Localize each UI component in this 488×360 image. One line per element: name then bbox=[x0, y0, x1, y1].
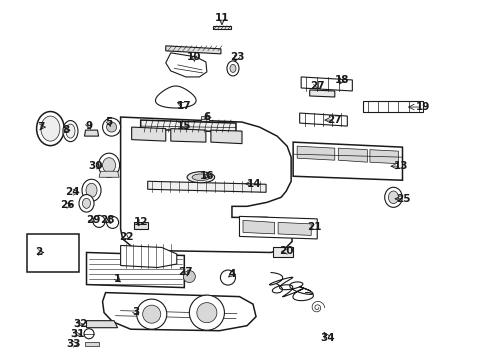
Text: 9: 9 bbox=[85, 121, 92, 131]
Polygon shape bbox=[243, 220, 274, 234]
Text: 21: 21 bbox=[307, 222, 321, 233]
Polygon shape bbox=[272, 247, 292, 257]
Ellipse shape bbox=[226, 61, 239, 76]
Ellipse shape bbox=[82, 198, 90, 208]
Text: 6: 6 bbox=[203, 112, 210, 122]
Polygon shape bbox=[131, 127, 165, 141]
Text: 28: 28 bbox=[100, 215, 115, 225]
Ellipse shape bbox=[82, 179, 101, 201]
Polygon shape bbox=[165, 53, 206, 77]
Text: 33: 33 bbox=[66, 339, 81, 349]
Text: 13: 13 bbox=[393, 161, 408, 171]
Polygon shape bbox=[170, 129, 205, 142]
Ellipse shape bbox=[86, 183, 97, 197]
Polygon shape bbox=[278, 222, 310, 235]
Polygon shape bbox=[121, 117, 291, 252]
Polygon shape bbox=[155, 86, 196, 108]
Text: 24: 24 bbox=[65, 187, 80, 197]
Text: 19: 19 bbox=[414, 102, 429, 112]
Polygon shape bbox=[363, 101, 422, 112]
Ellipse shape bbox=[387, 191, 398, 203]
Text: 17: 17 bbox=[177, 101, 191, 111]
Circle shape bbox=[142, 305, 161, 323]
Ellipse shape bbox=[102, 158, 115, 173]
Ellipse shape bbox=[37, 112, 64, 146]
Polygon shape bbox=[301, 77, 352, 91]
Ellipse shape bbox=[229, 64, 236, 72]
Text: 3: 3 bbox=[132, 307, 139, 317]
Text: 30: 30 bbox=[88, 161, 102, 171]
Polygon shape bbox=[297, 146, 334, 160]
Polygon shape bbox=[84, 342, 99, 346]
Ellipse shape bbox=[66, 124, 75, 138]
Ellipse shape bbox=[187, 172, 214, 183]
Text: 18: 18 bbox=[334, 75, 349, 85]
Circle shape bbox=[106, 216, 119, 228]
Circle shape bbox=[197, 303, 217, 323]
Polygon shape bbox=[99, 171, 119, 177]
Text: 29: 29 bbox=[86, 215, 100, 225]
Circle shape bbox=[93, 215, 105, 228]
Polygon shape bbox=[239, 216, 317, 239]
Text: 32: 32 bbox=[73, 319, 87, 329]
Text: 10: 10 bbox=[187, 52, 201, 62]
Text: 23: 23 bbox=[229, 52, 244, 62]
Text: 20: 20 bbox=[278, 247, 293, 256]
Polygon shape bbox=[201, 116, 209, 121]
Polygon shape bbox=[147, 181, 265, 192]
Circle shape bbox=[220, 270, 235, 285]
Polygon shape bbox=[134, 222, 147, 229]
Polygon shape bbox=[210, 130, 242, 144]
Circle shape bbox=[183, 270, 195, 283]
Ellipse shape bbox=[79, 194, 94, 212]
Polygon shape bbox=[369, 150, 398, 164]
Polygon shape bbox=[165, 46, 221, 54]
Polygon shape bbox=[212, 26, 230, 29]
Polygon shape bbox=[121, 246, 177, 267]
Polygon shape bbox=[102, 293, 256, 331]
Polygon shape bbox=[299, 113, 346, 126]
Polygon shape bbox=[338, 148, 366, 162]
Text: 27: 27 bbox=[309, 81, 324, 91]
Circle shape bbox=[136, 299, 166, 329]
Text: 34: 34 bbox=[319, 333, 334, 343]
Text: 2: 2 bbox=[35, 247, 42, 257]
Text: 26: 26 bbox=[60, 200, 75, 210]
Text: 22: 22 bbox=[119, 233, 134, 242]
Polygon shape bbox=[141, 120, 236, 132]
Polygon shape bbox=[105, 127, 119, 134]
Polygon shape bbox=[86, 321, 118, 328]
Circle shape bbox=[189, 295, 224, 330]
Polygon shape bbox=[84, 130, 99, 136]
Text: 25: 25 bbox=[395, 194, 410, 204]
Text: 7: 7 bbox=[38, 122, 45, 132]
Ellipse shape bbox=[99, 153, 120, 177]
Text: 12: 12 bbox=[133, 217, 148, 228]
Polygon shape bbox=[86, 252, 184, 288]
Polygon shape bbox=[27, 234, 79, 271]
Text: 27: 27 bbox=[178, 266, 193, 276]
Ellipse shape bbox=[41, 116, 60, 141]
Text: 14: 14 bbox=[247, 179, 261, 189]
Ellipse shape bbox=[192, 174, 209, 180]
Text: 31: 31 bbox=[70, 329, 84, 339]
Circle shape bbox=[102, 118, 121, 136]
Text: 5: 5 bbox=[105, 117, 112, 127]
Text: 1: 1 bbox=[114, 274, 121, 284]
Text: 4: 4 bbox=[228, 269, 235, 279]
Polygon shape bbox=[309, 90, 334, 97]
Text: 15: 15 bbox=[177, 121, 191, 131]
Circle shape bbox=[106, 122, 116, 132]
Polygon shape bbox=[292, 142, 402, 180]
Text: 11: 11 bbox=[214, 13, 229, 23]
Text: 27: 27 bbox=[327, 115, 342, 125]
Ellipse shape bbox=[384, 187, 402, 207]
Text: 16: 16 bbox=[199, 171, 214, 181]
Circle shape bbox=[84, 329, 94, 339]
Ellipse shape bbox=[63, 121, 78, 141]
Text: 8: 8 bbox=[62, 125, 70, 135]
